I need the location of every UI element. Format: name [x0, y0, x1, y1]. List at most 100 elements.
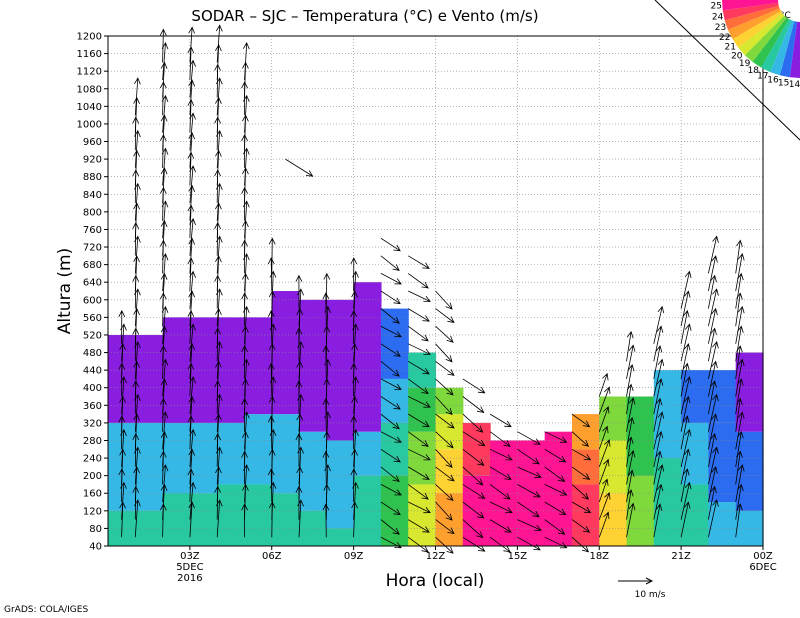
x-tick-date: 5DEC — [176, 562, 203, 573]
wind-vector — [407, 413, 430, 428]
wind-vector — [269, 323, 277, 362]
wind-vector — [407, 536, 429, 553]
wind-vector — [708, 360, 718, 397]
temperature-cell — [435, 449, 464, 494]
y-tick-label: 1120 — [77, 67, 102, 78]
temperature-cell — [544, 431, 573, 546]
temperature-cell — [299, 299, 327, 432]
colorbar-label: 16 — [767, 76, 779, 86]
wind-vector — [407, 308, 430, 322]
wind-vector — [435, 290, 453, 310]
wind-vector — [680, 428, 692, 467]
wind-vector — [653, 464, 665, 503]
wind-vector — [322, 397, 330, 432]
wind-vector — [188, 132, 196, 168]
wind-vector — [133, 255, 140, 292]
wind-vector — [626, 436, 634, 467]
wind-vector — [735, 305, 745, 344]
colorbar-segment — [722, 2, 779, 21]
wind-vector — [517, 448, 540, 465]
wind-vector — [242, 42, 250, 81]
wind-vector — [680, 362, 690, 397]
temperature-cell — [681, 422, 710, 485]
temperature-cell — [135, 510, 164, 546]
reference-vector: 10 m/s — [618, 577, 666, 600]
wind-vector — [708, 288, 719, 327]
wind-vector — [408, 396, 431, 408]
wind-vector — [159, 28, 167, 63]
temperature-cell — [681, 370, 710, 423]
x-tick-label: 00Z — [753, 551, 773, 562]
wind-vector — [517, 466, 542, 479]
wind-vector — [708, 433, 717, 467]
wind-vector — [571, 536, 590, 553]
temperature-cell — [244, 484, 273, 546]
wind-vector — [160, 272, 168, 309]
wind-vector — [653, 411, 665, 450]
wind-vector — [435, 501, 453, 521]
colorbar-segment — [770, 20, 795, 76]
temperature-cell — [462, 422, 491, 476]
wind-vector — [735, 239, 743, 274]
temperature-cell — [735, 352, 764, 432]
wind-vector — [735, 272, 744, 309]
wind-vector — [188, 448, 196, 485]
temperature-cell — [708, 502, 737, 546]
wind-vector — [708, 413, 718, 450]
wind-vector — [680, 395, 691, 432]
wind-vector — [626, 383, 634, 415]
wind-vector — [598, 386, 611, 415]
colorbar-label: 18 — [748, 66, 760, 76]
wind-vector — [626, 397, 636, 432]
wind-vector — [489, 431, 511, 447]
y-tick-label: 880 — [83, 172, 102, 183]
temperature-cell — [653, 458, 682, 546]
wind-vector — [407, 378, 429, 395]
wind-vector — [322, 450, 330, 485]
temperature-cell — [162, 422, 191, 494]
temperature-cell — [135, 334, 164, 423]
wind-vector — [462, 501, 485, 519]
colorbar-segment — [744, 15, 787, 62]
temperature-cell — [599, 493, 628, 546]
colorbar-segment — [727, 8, 781, 39]
wind-vector — [626, 416, 635, 450]
wind-vector — [517, 431, 541, 445]
colorbar-segment — [779, 21, 798, 78]
wind-vector — [407, 466, 430, 480]
wind-vector — [680, 343, 691, 379]
temperature-cell — [217, 484, 246, 546]
colorbar-segment — [761, 19, 792, 73]
y-tick-label: 680 — [83, 260, 102, 271]
wind-vector — [322, 345, 330, 379]
wind-vector — [489, 519, 512, 533]
wind-vector — [133, 96, 140, 133]
wind-vector — [407, 255, 430, 269]
temperature-cell — [408, 431, 437, 485]
wind-vector — [708, 446, 719, 485]
x-tick-label: 09Z — [344, 551, 364, 562]
wind-vector — [462, 396, 485, 414]
wind-vector — [680, 270, 692, 309]
x-tick-label: 06Z — [262, 551, 282, 562]
wind-vector — [517, 519, 542, 531]
temperature-cell — [162, 493, 191, 546]
wind-vector — [133, 202, 140, 239]
colorbar-segment — [752, 17, 789, 68]
y-tick-label: 240 — [83, 454, 102, 465]
wind-vector — [160, 483, 168, 520]
y-tick-label: 520 — [83, 330, 102, 341]
wind-vector — [653, 483, 664, 520]
y-tick-label: 800 — [83, 207, 102, 218]
colorbar-label: 14 — [789, 80, 800, 90]
wind-vector — [407, 325, 429, 342]
wind-vector — [408, 290, 431, 302]
wind-vector — [735, 358, 745, 397]
wind-vector — [380, 255, 400, 271]
wind-vector — [489, 466, 512, 480]
wind-vector — [680, 501, 691, 538]
colorbar-label: 17 — [757, 71, 768, 81]
wind-vector — [626, 330, 634, 362]
